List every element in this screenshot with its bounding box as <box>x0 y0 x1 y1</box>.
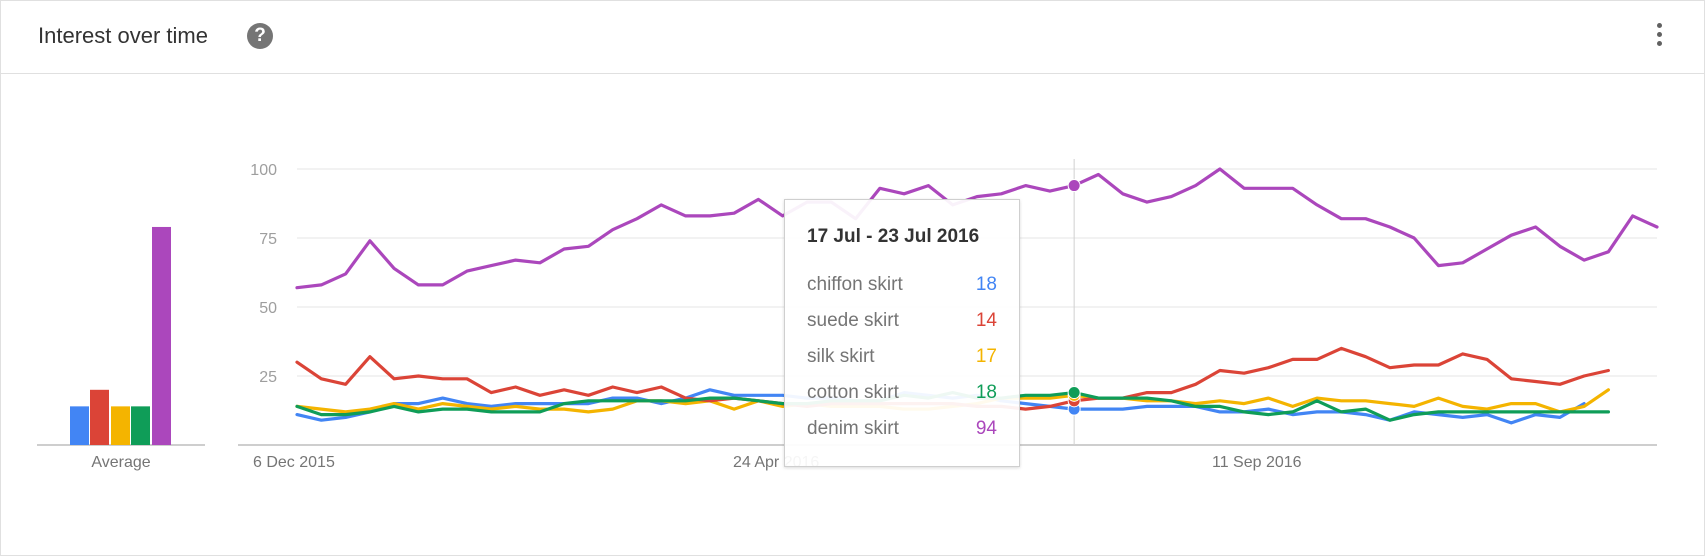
more-vert-icon[interactable] <box>1653 23 1665 51</box>
tooltip-series-label: silk skirt <box>807 346 875 367</box>
tooltip-series-label: denim skirt <box>807 418 899 439</box>
series-line <box>295 167 1659 290</box>
average-bar <box>90 389 109 445</box>
tooltip-row-silk: silk skirt 17 <box>807 346 997 372</box>
tooltip-date: 17 Jul - 23 Jul 2016 <box>807 226 980 247</box>
tooltip-series-value: 17 <box>975 346 997 367</box>
tooltip-series-value: 18 <box>975 382 997 403</box>
tooltip-row-suede: suede skirt 14 <box>807 310 997 336</box>
chart-tooltip: 17 Jul - 23 Jul 2016 chiffon skirt 18 su… <box>784 199 1020 467</box>
tooltip-series-label: chiffon skirt <box>807 274 903 295</box>
x-tick-label: 11 Sep 2016 <box>1212 454 1302 471</box>
hover-point <box>1067 386 1081 400</box>
y-tick-label: 100 <box>250 162 277 179</box>
tooltip-row-cotton: cotton skirt 18 <box>807 382 997 408</box>
average-bar-chart <box>37 226 205 446</box>
average-bar <box>152 226 171 445</box>
question-circle-icon[interactable]: ? <box>247 23 273 49</box>
y-tick-label: 25 <box>259 369 277 386</box>
average-bar <box>70 406 89 445</box>
tooltip-series-value: 94 <box>975 418 997 439</box>
card-header: Interest over time ? <box>1 1 1704 74</box>
tooltip-series-value: 14 <box>975 310 997 331</box>
hover-point <box>1067 179 1081 193</box>
tooltip-row-chiffon: chiffon skirt 18 <box>807 274 997 300</box>
average-bar <box>131 406 150 445</box>
tooltip-series-value: 18 <box>975 274 997 295</box>
average-bar <box>111 406 130 445</box>
y-tick-label: 75 <box>259 231 277 248</box>
average-label: Average <box>91 454 150 471</box>
tooltip-series-label: suede skirt <box>807 310 899 331</box>
y-tick-label: 50 <box>259 300 277 317</box>
tooltip-series-label: cotton skirt <box>807 382 899 403</box>
tooltip-row-denim: denim skirt 94 <box>807 418 997 444</box>
x-tick-label: 6 Dec 2015 <box>253 454 335 471</box>
hover-marker <box>1067 159 1081 445</box>
card-title: Interest over time <box>38 23 208 48</box>
